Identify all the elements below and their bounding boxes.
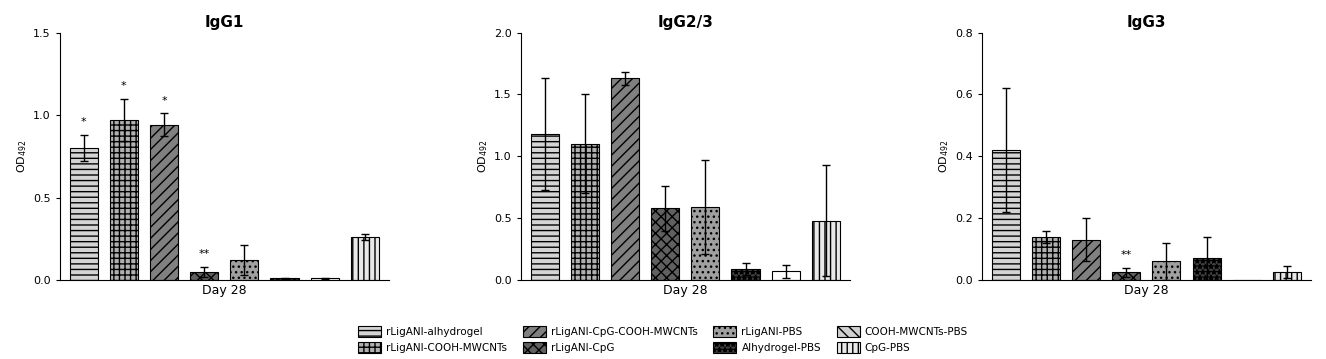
Bar [1032,237,1059,280]
Y-axis label: OD$_{492}$: OD$_{492}$ [476,140,489,173]
Text: *: * [81,117,86,127]
Bar [572,144,599,280]
Bar [772,271,800,280]
Bar [611,78,639,280]
Bar [310,278,338,280]
Bar [70,148,98,280]
Text: *: * [121,81,127,91]
Y-axis label: OD$_{492}$: OD$_{492}$ [937,140,951,173]
Text: **: ** [199,250,210,260]
Bar [1152,261,1180,280]
X-axis label: Day 28: Day 28 [1124,284,1168,297]
Bar [1192,258,1221,280]
Bar [351,237,379,280]
Bar [691,207,720,280]
Bar [110,120,138,280]
Bar [271,278,298,280]
Bar [651,208,679,280]
Text: **: ** [1120,250,1132,260]
Y-axis label: OD$_{492}$: OD$_{492}$ [15,140,29,173]
Bar [1273,272,1301,280]
Title: IgG2/3: IgG2/3 [658,15,713,30]
Bar [231,260,259,280]
X-axis label: Day 28: Day 28 [202,284,247,297]
Bar [530,134,558,280]
Bar [812,221,839,280]
Title: IgG3: IgG3 [1127,15,1166,30]
Bar [732,269,760,280]
Bar [1113,272,1140,280]
Bar [190,272,219,280]
Legend: rLigANI-alhydrogel, rLigANI-COOH-MWCNTs, rLigANI-CpG-COOH-MWCNTs, rLigANI-CpG, r: rLigANI-alhydrogel, rLigANI-COOH-MWCNTs,… [354,322,972,357]
Bar [150,125,178,280]
Title: IgG1: IgG1 [204,15,244,30]
Bar [992,150,1020,280]
Text: *: * [162,96,167,106]
Bar [1071,240,1101,280]
X-axis label: Day 28: Day 28 [663,284,708,297]
